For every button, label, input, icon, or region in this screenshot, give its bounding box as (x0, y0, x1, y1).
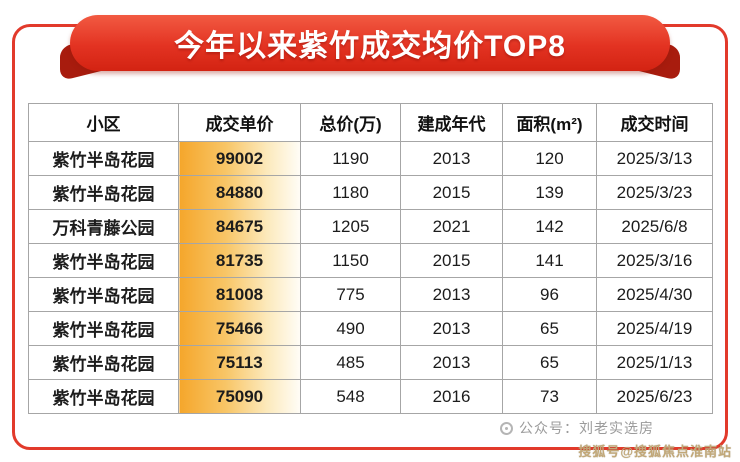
unit-price-cell: 99002 (178, 141, 301, 176)
table-cell: 2013 (400, 311, 503, 346)
column-header: 面积(m²) (502, 103, 597, 142)
table-cell: 2025/6/23 (596, 379, 713, 414)
table-cell: 2013 (400, 141, 503, 176)
table-cell: 2025/4/30 (596, 277, 713, 312)
table-cell: 2025/3/23 (596, 175, 713, 210)
community-name-cell: 紫竹半岛花园 (28, 175, 179, 210)
community-name-cell: 紫竹半岛花园 (28, 345, 179, 380)
watermark-text: 公众号：刘老实选房 (519, 420, 654, 436)
sohu-badge: 搜狐号@搜狐焦点淮南站 (578, 444, 732, 459)
table-row: 紫竹半岛花园 75113 485 2013 65 2025/1/13 (28, 345, 713, 380)
column-header: 小区 (28, 103, 179, 142)
table-row: 紫竹半岛花园 81008 775 2013 96 2025/4/30 (28, 277, 713, 312)
table-cell: 2025/1/13 (596, 345, 713, 380)
community-name-cell: 紫竹半岛花园 (28, 141, 179, 176)
table-cell: 65 (502, 311, 597, 346)
table-cell: 120 (502, 141, 597, 176)
watermark: 公众号：刘老实选房 (500, 418, 654, 438)
table-cell: 548 (300, 379, 401, 414)
unit-price-cell: 81735 (178, 243, 301, 278)
table-row: 紫竹半岛花园 81735 1150 2015 141 2025/3/16 (28, 243, 713, 278)
table-cell: 1190 (300, 141, 401, 176)
ribbon-background (70, 15, 670, 71)
table-cell: 96 (502, 277, 597, 312)
column-header: 建成年代 (400, 103, 503, 142)
table-cell: 2025/3/13 (596, 141, 713, 176)
price-table: 小区 成交单价 总价(万) 建成年代 面积(m²) 成交时间 紫竹半岛花园 99002 119… (28, 103, 713, 414)
unit-price-cell: 84675 (178, 209, 301, 244)
column-header: 总价(万) (300, 103, 401, 142)
table-cell: 2025/3/16 (596, 243, 713, 278)
table-row: 紫竹半岛花园 84880 1180 2015 139 2025/3/23 (28, 175, 713, 210)
table-cell: 2013 (400, 277, 503, 312)
table-cell: 490 (300, 311, 401, 346)
community-name-cell: 紫竹半岛花园 (28, 243, 179, 278)
table-cell: 2016 (400, 379, 503, 414)
table-cell: 73 (502, 379, 597, 414)
unit-price-cell: 75090 (178, 379, 301, 414)
table-cell: 2025/6/8 (596, 209, 713, 244)
watermark-logo-icon (500, 421, 513, 435)
column-header: 成交单价 (178, 103, 301, 142)
community-name-cell: 紫竹半岛花园 (28, 277, 179, 312)
table-cell: 65 (502, 345, 597, 380)
table-cell: 2025/4/19 (596, 311, 713, 346)
infographic-card: 小区 成交单价 总价(万) 建成年代 面积(m²) 成交时间 紫竹半岛花园 99002 119… (12, 24, 728, 450)
table-cell: 139 (502, 175, 597, 210)
table-cell: 141 (502, 243, 597, 278)
table-cell: 142 (502, 209, 597, 244)
table-cell: 2013 (400, 345, 503, 380)
table-cell: 2021 (400, 209, 503, 244)
title-ribbon: 今年以来紫竹成交均价TOP8 (70, 15, 670, 71)
table-row: 万科青藤公园 84675 1205 2021 142 2025/6/8 (28, 209, 713, 244)
community-name-cell: 万科青藤公园 (28, 209, 179, 244)
unit-price-cell: 75113 (178, 345, 301, 380)
community-name-cell: 紫竹半岛花园 (28, 311, 179, 346)
table-row: 紫竹半岛花园 75466 490 2013 65 2025/4/19 (28, 311, 713, 346)
table-cell: 2015 (400, 175, 503, 210)
unit-price-cell: 75466 (178, 311, 301, 346)
column-header: 成交时间 (596, 103, 713, 142)
table-cell: 775 (300, 277, 401, 312)
community-name-cell: 紫竹半岛花园 (28, 379, 179, 414)
page-title: 今年以来紫竹成交均价TOP8 (174, 30, 566, 63)
unit-price-cell: 84880 (178, 175, 301, 210)
table-header-row: 小区 成交单价 总价(万) 建成年代 面积(m²) 成交时间 (28, 103, 713, 142)
unit-price-cell: 81008 (178, 277, 301, 312)
table-cell: 1150 (300, 243, 401, 278)
table-row: 紫竹半岛花园 99002 1190 2013 120 2025/3/13 (28, 141, 713, 176)
table-cell: 1205 (300, 209, 401, 244)
table-cell: 2015 (400, 243, 503, 278)
table-row: 紫竹半岛花园 75090 548 2016 73 2025/6/23 (28, 379, 713, 414)
table-cell: 485 (300, 345, 401, 380)
table-cell: 1180 (300, 175, 401, 210)
